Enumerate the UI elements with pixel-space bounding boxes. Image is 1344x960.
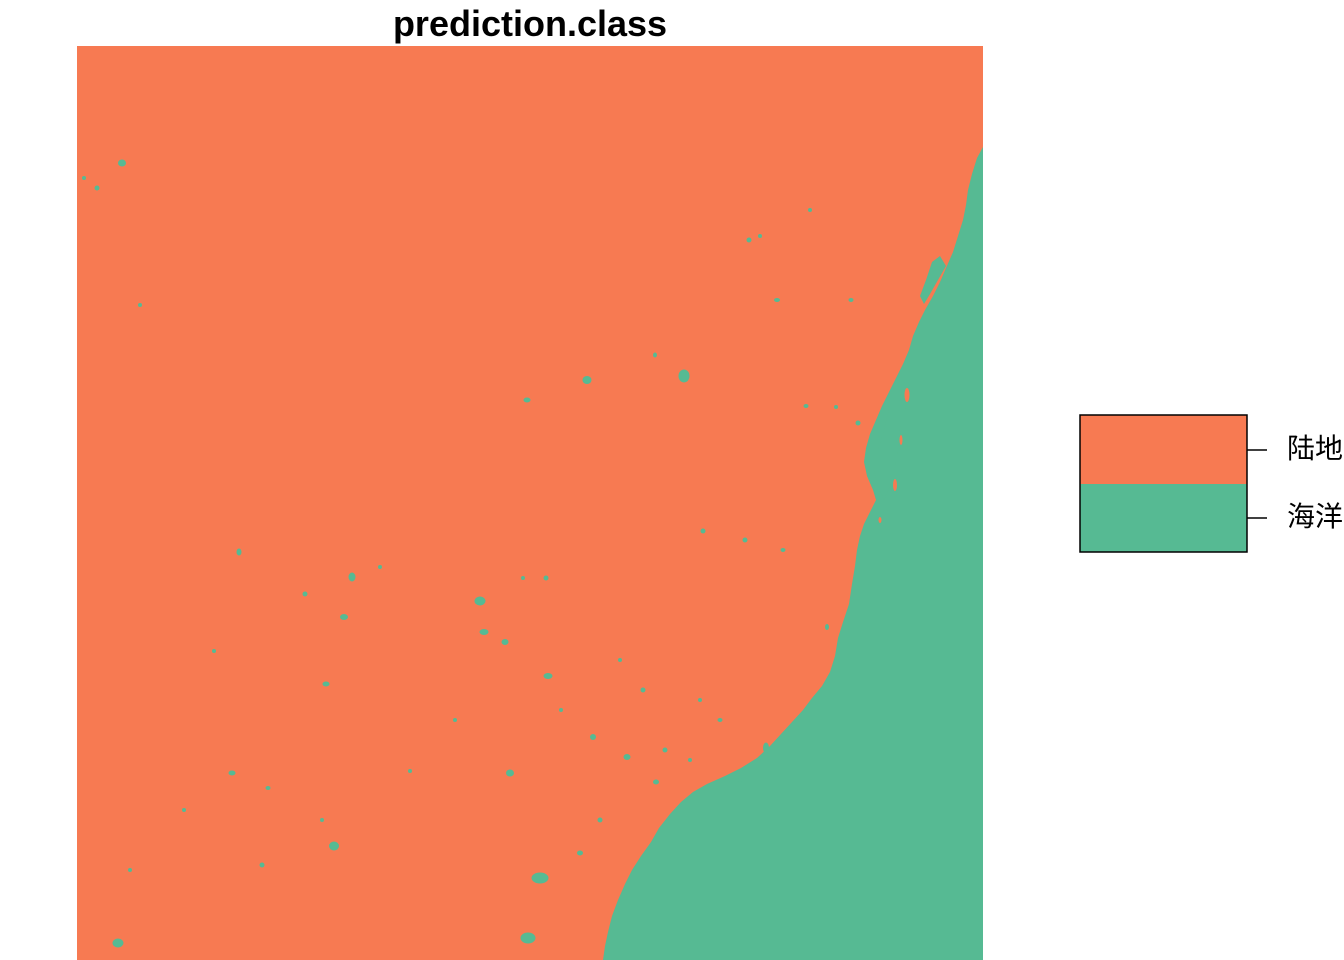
inland-water-patch xyxy=(698,698,702,702)
inland-water-patch xyxy=(590,734,596,740)
inland-water-patch xyxy=(774,298,780,302)
inland-water-patch xyxy=(618,658,622,662)
inland-water-patch xyxy=(623,754,631,760)
inland-water-patch xyxy=(640,687,646,693)
inland-water-patch xyxy=(94,185,100,191)
inland-water-patch xyxy=(808,208,812,212)
inland-water-patch xyxy=(855,420,861,426)
inland-water-patch xyxy=(577,850,583,856)
inland-water-patch xyxy=(212,649,216,653)
inland-water-patch xyxy=(320,818,324,822)
inland-water-bodies xyxy=(82,159,910,948)
inland-water-patch xyxy=(742,537,748,543)
ocean-area xyxy=(603,147,983,960)
inland-water-patch xyxy=(531,872,549,884)
inland-water-patch xyxy=(236,548,242,556)
inland-water-patch xyxy=(521,576,525,580)
inland-water-patch xyxy=(322,681,330,687)
inland-water-patch xyxy=(763,742,769,754)
inland-water-patch xyxy=(825,624,829,630)
inland-water-patch xyxy=(597,817,603,823)
legend xyxy=(1079,414,1267,553)
inland-water-patch xyxy=(128,868,132,872)
inland-water-patch xyxy=(348,572,356,582)
map-raster xyxy=(77,46,983,960)
inland-water-patch xyxy=(737,778,743,782)
inland-water-patch xyxy=(582,376,592,384)
inland-water-patch xyxy=(118,159,126,167)
legend-swatch-ocean xyxy=(1080,484,1247,552)
inland-water-patch xyxy=(408,769,412,773)
coastal-land-patch xyxy=(893,479,897,491)
inland-water-patch xyxy=(653,779,659,785)
inland-water-patch xyxy=(501,639,509,645)
inland-water-patch xyxy=(653,352,657,358)
inland-water-patch xyxy=(138,303,142,307)
inland-water-patch xyxy=(228,770,236,776)
inland-water-patch xyxy=(182,808,186,812)
coastal-land-patch xyxy=(899,435,903,445)
inland-water-patch xyxy=(803,404,809,408)
inland-water-patch xyxy=(329,841,339,851)
inland-water-patch xyxy=(678,369,690,383)
inland-water-patch xyxy=(834,405,838,409)
inland-water-patch xyxy=(378,565,382,569)
inland-water-patch xyxy=(758,234,762,238)
inland-water-patch xyxy=(717,718,723,722)
inland-water-patch xyxy=(479,629,489,635)
inland-water-patch xyxy=(474,596,486,606)
inland-water-patch xyxy=(688,758,692,762)
plot-title: prediction.class xyxy=(392,3,668,44)
inland-water-patch xyxy=(340,614,348,620)
inland-water-patch xyxy=(453,718,457,722)
legend-border xyxy=(1079,414,1248,553)
legend-swatch-land xyxy=(1080,415,1247,484)
coastal-land-patch xyxy=(904,388,910,402)
inland-water-patch xyxy=(662,747,668,753)
inland-water-patch xyxy=(543,575,549,581)
inland-water-patch xyxy=(523,397,531,403)
inland-water-patch xyxy=(259,862,265,868)
legend-label-ocean: 海洋 xyxy=(1287,500,1344,533)
ocean-inlet xyxy=(874,382,910,500)
legend-label-land: 陆地 xyxy=(1287,432,1344,465)
inland-water-patch xyxy=(520,932,536,944)
inland-water-patch xyxy=(559,708,563,712)
coastal-land-patch xyxy=(878,517,882,523)
inland-water-patch xyxy=(848,298,854,302)
inland-water-patch xyxy=(82,176,86,180)
inland-water-patch xyxy=(543,673,553,679)
inland-water-patch xyxy=(746,237,752,243)
inland-water-patch xyxy=(302,591,308,597)
inland-water-patch xyxy=(112,938,124,948)
inland-water-patch xyxy=(265,786,271,790)
ocean-inlet xyxy=(920,256,946,304)
inland-water-patch xyxy=(780,548,786,552)
inland-water-patch xyxy=(700,528,706,534)
inland-water-patch xyxy=(506,769,514,777)
